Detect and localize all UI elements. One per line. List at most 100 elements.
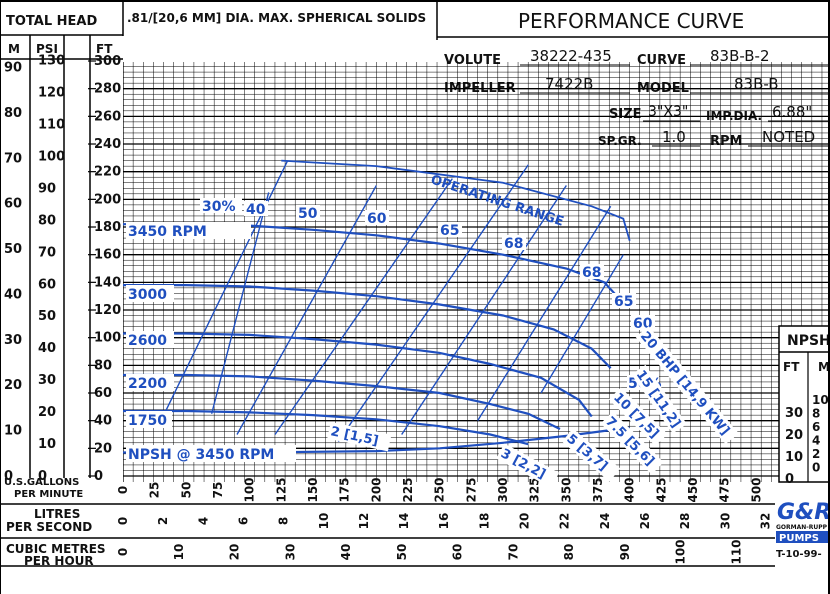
efficiency-line (274, 178, 453, 435)
gpm-tick-label: 425 (654, 477, 668, 502)
lps-tick-labels: 0 2 4 6 8 10 12 14 16 18 20 22 24 26 28 30 32 (116, 513, 772, 530)
gpm-tick-label: 325 (528, 477, 542, 502)
lps-tick-label: 16 (437, 513, 451, 530)
psi-tick-label: 20 (38, 405, 56, 420)
m-tick-label: 40 (4, 287, 22, 302)
efficiency-line (210, 192, 270, 414)
gpm-tick-label: 150 (306, 477, 320, 502)
ft-tick-label: 120 (94, 303, 121, 318)
m3h-tick-label: 60 (451, 544, 465, 561)
gpm-tick-label: 350 (559, 477, 573, 502)
volute-value: 38222-435 (530, 47, 612, 65)
npsh-m-tick-label: 10 (812, 393, 829, 407)
gpm-tick-label: 75 (211, 482, 225, 499)
psi-tick-label: 110 (38, 118, 65, 133)
series-label-2200: 2200 (128, 376, 167, 392)
npsh-ft-tick-label: 20 (785, 428, 803, 443)
psi-tick-label: 30 (38, 373, 56, 388)
npsh-ft-label: FT (783, 360, 800, 374)
npsh-m-tick-label: 6 (812, 420, 820, 434)
ft-tick-label: 0 (94, 469, 103, 484)
m3h-tick-label: 20 (228, 544, 242, 561)
m3h-tick-label: 100 (674, 539, 688, 564)
gpm-tick-label: 200 (369, 477, 383, 502)
m3h-axis-label-2: PER HOUR (24, 554, 94, 568)
efficiency-line (401, 185, 567, 435)
lps-tick-label: 6 (236, 517, 250, 525)
series-label-3450: 3450 RPM (128, 224, 207, 240)
lps-tick-label: 4 (196, 517, 210, 525)
lps-tick-label: 12 (357, 513, 371, 530)
series-line-4 (123, 409, 529, 446)
psi-tick-label: 50 (38, 309, 56, 324)
m3h-tick-label: 80 (562, 544, 576, 561)
gpm-tick-label: 300 (496, 477, 510, 502)
rpm-label: RPM (710, 134, 742, 149)
lps-tick-label: 30 (718, 513, 732, 530)
efficiency-line (540, 254, 624, 394)
logo: G&R GORMAN-RUPP PUMPS T-10-99- (776, 500, 830, 560)
lps-tick-label: 10 (317, 513, 331, 530)
logo-mark: G&R (777, 500, 830, 525)
psi-tick-label: 80 (38, 213, 56, 228)
npsh-m-tick-label: 4 (812, 434, 820, 448)
ft-tick-label: 260 (94, 109, 121, 124)
efficiency-labels: 30% 40 50 60 65 68 68 65 60 50% (200, 198, 662, 392)
m-tick-label: 50 (4, 242, 22, 257)
gpm-tick-labels: 0 25 50 75 100 125 150 175 200 225 250 275 300 325 350… (116, 477, 763, 502)
m-tick-label: 30 (4, 333, 22, 348)
lps-axis-label-1: LITRES (34, 507, 80, 521)
lps-tick-label: 26 (638, 513, 652, 530)
psi-tick-label: 130 (38, 54, 65, 69)
npsh-ft-tick-label: 10 (785, 450, 803, 465)
series-labels: 3450 RPM 3000 2600 2200 1750 NPSH @ 3450… (126, 173, 565, 463)
psi-tick-label: 10 (38, 437, 56, 452)
psi-tick-label: 40 (38, 341, 56, 356)
bhp-label-3: 3 [2,2] (498, 446, 548, 482)
npsh-ft-tick-labels: 30 20 10 0 (785, 406, 803, 487)
imp-dia-value: 6.88" (772, 103, 812, 121)
ft-tick-label: 180 (94, 220, 121, 235)
efficiency-line (337, 164, 529, 442)
m-axis-label: M (8, 42, 20, 56)
gpm-tick-label: 175 (338, 477, 352, 502)
logo-line-1: GORMAN-RUPP (776, 524, 828, 531)
efficiency-line (477, 205, 612, 422)
efficiency-line (236, 185, 377, 435)
gpm-tick-label: 0 (116, 486, 130, 494)
m-tick-label: 80 (4, 106, 22, 121)
gpm-axis-label-1: U.S.GALLONS (4, 477, 79, 488)
ft-tick-label: 40 (94, 414, 112, 429)
lps-tick-label: 14 (397, 513, 411, 530)
ft-tick-label: 60 (94, 386, 112, 401)
m3h-tick-label: 70 (506, 544, 520, 561)
series-line-2 (123, 332, 593, 418)
m-tick-label: 70 (4, 151, 22, 166)
bhp-label-2: 2 [1,5] (329, 424, 380, 449)
series-label-2600: 2600 (128, 333, 167, 349)
m3h-tick-label: 0 (116, 548, 130, 556)
npsh-panel-title: NPSH (787, 333, 830, 349)
gpm-tick-label: 475 (718, 477, 732, 502)
m-tick-label: 0 (4, 469, 13, 484)
psi-tick-label: 100 (38, 149, 65, 164)
gpm-tick-label: 25 (148, 482, 162, 499)
lps-tick-label: 28 (678, 513, 692, 530)
lps-tick-label: 22 (558, 513, 572, 530)
lps-tick-label: 32 (758, 513, 772, 530)
ft-axis-label: FT (96, 42, 113, 56)
m-tick-label: 20 (4, 378, 22, 393)
m-tick-label: 60 (4, 197, 22, 212)
m3h-tick-label: 110 (730, 539, 744, 564)
ft-tick-label: 20 (94, 441, 112, 456)
logo-line-2: PUMPS (779, 533, 819, 544)
ft-tick-label: 140 (94, 275, 121, 290)
total-head-label: TOTAL HEAD (6, 14, 97, 29)
eff-label-50: 50 (298, 206, 318, 222)
ft-tick-label: 220 (94, 165, 121, 180)
eff-label-68b: 68 (582, 265, 601, 281)
ft-tick-label: 300 (94, 54, 121, 69)
